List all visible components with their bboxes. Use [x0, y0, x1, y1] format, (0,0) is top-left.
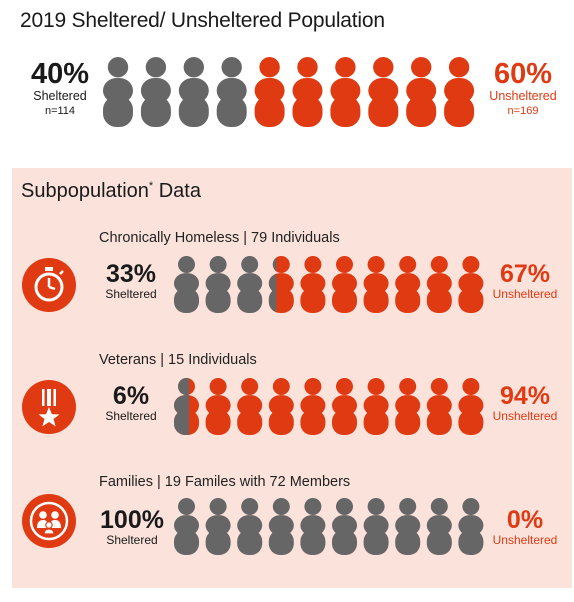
chronically-homeless-sheltered: 33% Sheltered	[94, 260, 168, 302]
families-person-icon	[332, 498, 357, 555]
top-unsheltered-label: Unsheltered	[489, 89, 557, 103]
veterans-person-icon	[458, 378, 484, 435]
families-unsheltered: 0% Unsheltered	[482, 506, 568, 548]
chronically-homeless-person-icon	[395, 256, 421, 313]
chronically-homeless-sheltered-label: Sheltered	[105, 287, 157, 301]
families-title: Families | 19 Familes with 72 Members	[99, 474, 351, 490]
veterans-unsheltered-pct: 94%	[499, 382, 551, 410]
families-sheltered-pct: 100%	[100, 506, 164, 534]
veterans-title: Veterans | 15 Individuals	[99, 352, 257, 368]
families-sheltered: 100% Sheltered	[94, 506, 170, 548]
subpopulation-title-text: Subpopulation	[21, 180, 149, 202]
overall-person-icon	[406, 56, 437, 127]
families-person-icon	[395, 498, 421, 555]
stopwatch-icon	[34, 267, 64, 302]
overall-person-icon	[444, 56, 475, 127]
veterans-person-icon	[363, 378, 389, 435]
family-icon	[29, 501, 69, 541]
top-sheltered-n: n=114	[44, 105, 76, 117]
overall-person-icon	[216, 56, 247, 127]
veterans-person-icon	[332, 378, 357, 435]
veterans-person-icon	[395, 378, 421, 435]
chronically-homeless-sheltered-pct: 33%	[105, 260, 157, 288]
families-person-icon	[458, 498, 484, 555]
top-sheltered-stat: 40% Sheltered n=114	[20, 60, 100, 118]
overall-person-icon	[140, 56, 171, 127]
families-badge	[22, 494, 76, 548]
families-unsheltered-label: Unsheltered	[492, 533, 558, 547]
top-sheltered-pct: 40%	[30, 58, 90, 90]
chronically-homeless-person-icon	[174, 256, 199, 313]
top-sheltered-label: Sheltered	[33, 89, 87, 103]
overall-person-icon	[254, 56, 285, 127]
chronically-homeless-unsheltered: 67% Unsheltered	[482, 260, 568, 302]
overall-person-icon	[103, 56, 133, 127]
chronically-homeless-person-icon-partial	[268, 257, 277, 313]
veterans-badge	[22, 380, 76, 434]
overall-person-icon	[292, 56, 323, 127]
top-unsheltered-pct: 60%	[493, 58, 553, 90]
chronically-homeless-badge	[22, 258, 76, 312]
families-person-icon	[174, 498, 199, 555]
chronically-homeless-person-icon	[300, 256, 326, 313]
veterans-person-icon	[174, 378, 199, 435]
chronically-homeless-person-icon	[268, 256, 294, 313]
families-sheltered-label: Sheltered	[106, 533, 158, 547]
veterans-person-icon-partial	[174, 378, 189, 435]
veterans-sheltered-label: Sheltered	[105, 409, 157, 423]
families-person-icon	[426, 498, 452, 555]
chronically-homeless-unsheltered-label: Unsheltered	[492, 287, 558, 301]
families-person-icon	[300, 498, 326, 555]
chronically-homeless-person-icon	[205, 256, 231, 313]
overall-person-icon	[330, 56, 361, 127]
families-unsheltered-pct: 0%	[506, 506, 544, 534]
overall-person-icon	[368, 56, 399, 127]
overall-person-icon	[178, 56, 209, 127]
page-title: 2019 Sheltered/ Unsheltered Population	[20, 9, 385, 32]
chronically-homeless-title: Chronically Homeless | 79 Individuals	[99, 230, 340, 246]
chronically-homeless-unsheltered-pct: 67%	[499, 260, 551, 288]
veterans-person-icon	[205, 378, 231, 435]
veterans-person-icon	[300, 378, 326, 435]
veterans-person-icon	[268, 378, 294, 435]
subpopulation-title: Subpopulation* Data	[21, 180, 201, 203]
chronically-homeless-person-icon	[237, 256, 263, 313]
subpopulation-title-rest: Data	[153, 180, 201, 202]
veterans-unsheltered-label: Unsheltered	[492, 409, 558, 423]
families-person-icon	[237, 498, 263, 555]
veterans-sheltered-pct: 6%	[112, 382, 150, 410]
veterans-person-icon	[426, 378, 452, 435]
footnote-mark: *	[148, 180, 154, 192]
families-person-icon	[363, 498, 389, 555]
chronically-homeless-person-icon	[363, 256, 389, 313]
families-person-icon	[205, 498, 231, 555]
top-unsheltered-stat: 60% Unsheltered n=169	[478, 60, 568, 118]
top-unsheltered-n: n=169	[507, 105, 539, 117]
veterans-person-icon	[237, 378, 263, 435]
chronically-homeless-person-icon	[458, 256, 484, 313]
veterans-unsheltered: 94% Unsheltered	[482, 382, 568, 424]
veterans-sheltered: 6% Sheltered	[94, 382, 168, 424]
chronically-homeless-person-icon	[332, 256, 357, 313]
medal-icon	[38, 389, 60, 427]
chronically-homeless-person-icon	[426, 256, 452, 313]
families-person-icon	[268, 498, 294, 555]
